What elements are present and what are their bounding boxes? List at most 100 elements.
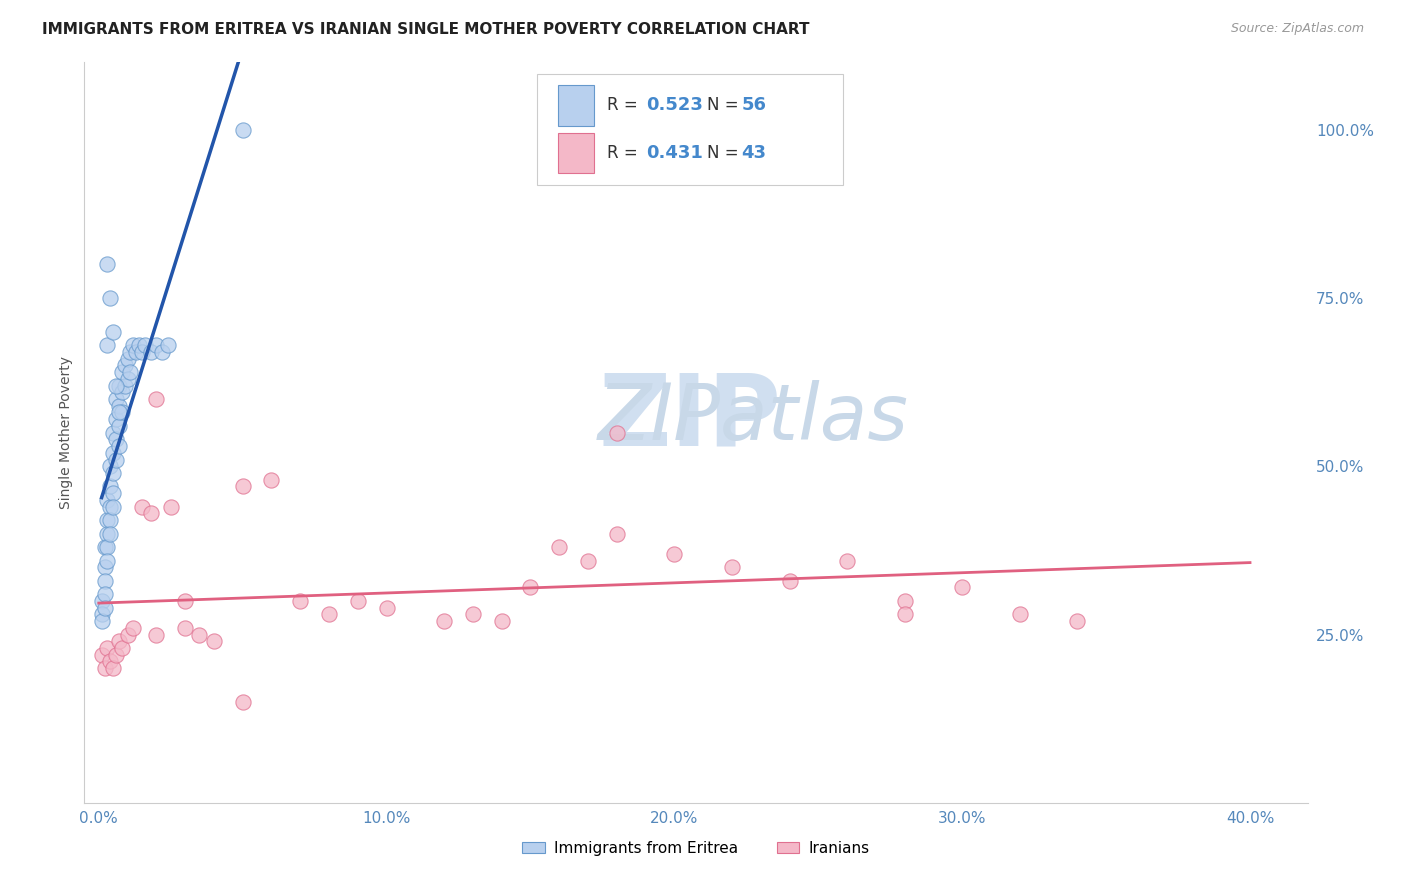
Point [96,338,118,352]
Text: R =: R = [606,144,643,162]
Text: 56: 56 [741,96,766,114]
Point [893,594,915,608]
Point [131,344,153,359]
Point [108,405,131,419]
Point [90,614,112,628]
Text: Source: ZipAtlas.com: Source: ZipAtlas.com [1230,22,1364,36]
Point [96,257,118,271]
Y-axis label: Single Mother Poverty: Single Mother Poverty [59,356,73,509]
Point [96,513,118,527]
Text: IMMIGRANTS FROM ERITREA VS IRANIAN SINGLE MOTHER POVERTY CORRELATION CHART: IMMIGRANTS FROM ERITREA VS IRANIAN SINGL… [42,22,810,37]
Point [125,344,148,359]
Point [159,500,181,514]
Point [90,607,112,622]
Point [93,600,115,615]
Point [98,526,121,541]
Point [98,513,121,527]
Point [90,648,112,662]
Point [128,338,150,352]
Point [131,500,153,514]
Text: 0.431: 0.431 [645,144,703,162]
Bar [558,85,595,126]
Point [108,634,131,648]
Text: ZIPatlas: ZIPatlas [598,380,910,456]
Point [134,338,156,352]
Point [111,365,134,379]
Text: ZIP: ZIP [598,369,780,467]
Point [606,526,628,541]
Point [232,122,254,136]
Point [120,365,142,379]
Point [576,553,599,567]
Point [105,433,128,447]
FancyBboxPatch shape [537,73,842,185]
Point [232,695,254,709]
Point [93,560,115,574]
Point [96,640,118,655]
Point [835,553,858,567]
Point [98,655,121,669]
Point [318,607,340,622]
Point [101,661,124,675]
Point [108,399,131,413]
Point [101,425,124,440]
Point [260,473,283,487]
Point [117,627,139,641]
Point [145,338,167,352]
Point [93,540,115,554]
Point [111,405,134,419]
Point [101,486,124,500]
Point [174,594,197,608]
Point [111,640,134,655]
Point [90,594,112,608]
Text: 0.523: 0.523 [645,96,703,114]
Point [114,378,136,392]
Point [93,587,115,601]
Point [93,661,115,675]
Point [101,466,124,480]
Legend: Immigrants from Eritrea, Iranians: Immigrants from Eritrea, Iranians [516,835,876,862]
Point [93,574,115,588]
Point [117,351,139,366]
Point [96,553,118,567]
Point [893,607,915,622]
Point [98,291,121,305]
Point [346,594,368,608]
Point [139,507,162,521]
Text: 43: 43 [741,144,766,162]
Point [375,600,398,615]
Point [548,540,571,554]
Point [105,378,128,392]
Point [174,621,197,635]
Point [105,392,128,406]
Point [120,344,142,359]
Point [433,614,456,628]
Text: R =: R = [606,96,643,114]
Point [117,372,139,386]
Bar [558,133,595,173]
Text: N =: N = [707,96,744,114]
Point [139,344,162,359]
Point [105,412,128,426]
Point [290,594,312,608]
Point [1008,607,1031,622]
Point [150,344,173,359]
Point [145,627,167,641]
Point [96,526,118,541]
Point [1066,614,1088,628]
Point [98,459,121,474]
Point [101,446,124,460]
Point [98,500,121,514]
Point [96,540,118,554]
Point [606,425,628,440]
Point [105,648,128,662]
Point [108,378,131,392]
Point [122,338,145,352]
Point [779,574,801,588]
Point [101,500,124,514]
Point [108,439,131,453]
Point [108,418,131,433]
Text: N =: N = [707,144,744,162]
Point [98,479,121,493]
Point [114,359,136,373]
